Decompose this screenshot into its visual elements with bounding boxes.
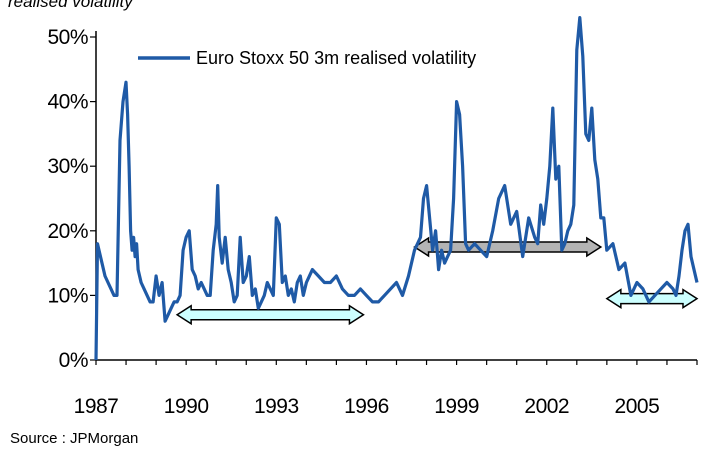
- x-tick-label: 1996: [344, 395, 389, 418]
- x-tick-label: 2002: [524, 395, 569, 418]
- x-tick-label: 1999: [434, 395, 479, 418]
- y-axis-title: realised volatility: [8, 0, 133, 11]
- y-tick-label: 50%: [47, 26, 88, 49]
- annotation-arrows: [175, 236, 699, 326]
- annotation-double-arrow: [175, 304, 365, 326]
- legend-label: Euro Stoxx 50 3m realised volatility: [196, 48, 476, 68]
- source-note: Source : JPMorgan: [10, 430, 139, 447]
- series-line: [94, 16, 699, 361]
- y-tick-label: 20%: [47, 220, 88, 243]
- axes: 0% 10% 20% 30% 40% 50% 1987 1990 1993 1996 1999 200…: [47, 26, 698, 418]
- annotation-double-arrow: [413, 236, 603, 258]
- y-tick-label: 0%: [59, 349, 88, 372]
- series-group: [94, 16, 699, 361]
- x-tick-label: 1990: [164, 395, 209, 418]
- y-tick-label: 40%: [47, 91, 88, 114]
- x-tick-label: 1993: [254, 395, 299, 418]
- x-tick-label: 1987: [74, 395, 119, 418]
- legend: Euro Stoxx 50 3m realised volatility: [138, 48, 476, 68]
- x-tick-label: 2005: [615, 395, 660, 418]
- y-tick-label: 10%: [47, 284, 88, 307]
- y-tick-label: 30%: [47, 155, 88, 178]
